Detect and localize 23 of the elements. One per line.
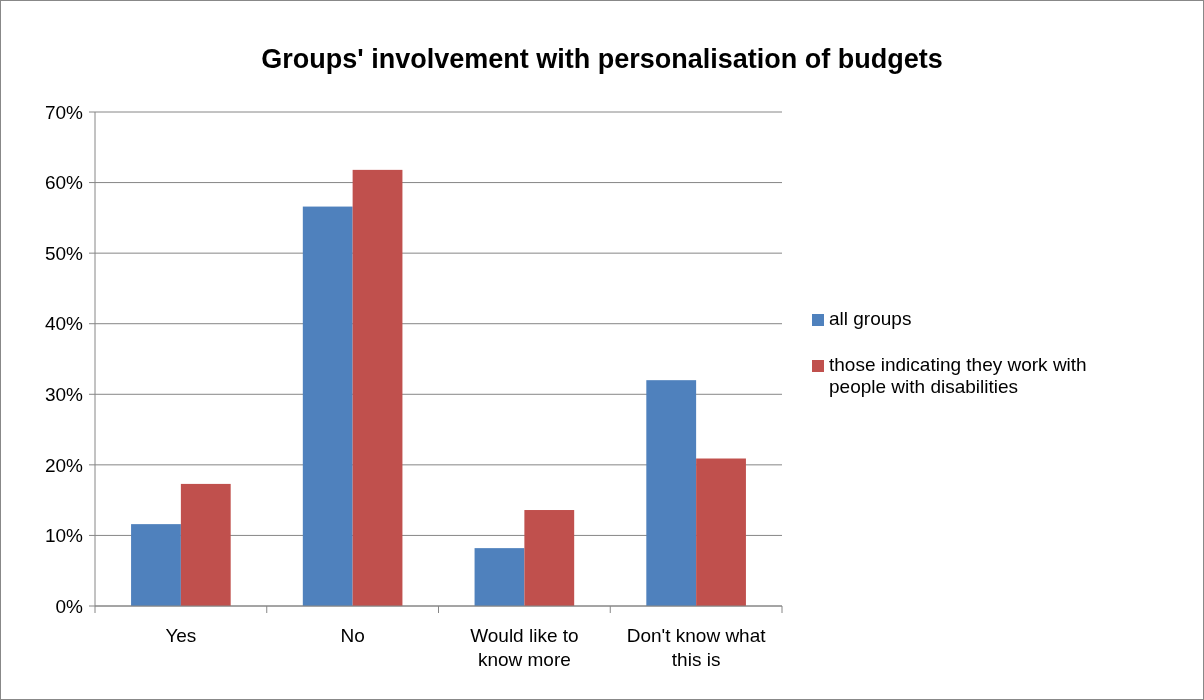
bar [302,206,353,606]
y-tick-label: 60% [44,172,84,194]
y-tick-label: 50% [44,242,84,264]
bar [180,483,231,606]
bar [646,380,697,606]
y-tick-label: 10% [44,525,84,547]
x-tick-label: Yes [165,625,197,646]
bar [131,524,181,606]
y-tick-label: 30% [44,383,84,405]
bar [696,458,746,606]
x-tick-label: No [340,625,365,646]
chart-title: Groups' involvement with personalisation of budgets [261,44,943,74]
bar [474,548,525,606]
y-tick-label: 20% [44,454,84,476]
legend-label: those indicating they work with people with disabilities [829,354,1087,397]
y-tick-label: 70% [44,101,84,123]
x-tick-label: Don't know what this is [626,625,767,670]
bar [524,510,575,606]
y-tick-label: 40% [44,313,84,335]
legend-label: all groups [829,308,912,329]
x-tick-label: Would like to know more [470,625,579,670]
y-tick-label: 0% [55,595,84,617]
bar [352,169,403,606]
